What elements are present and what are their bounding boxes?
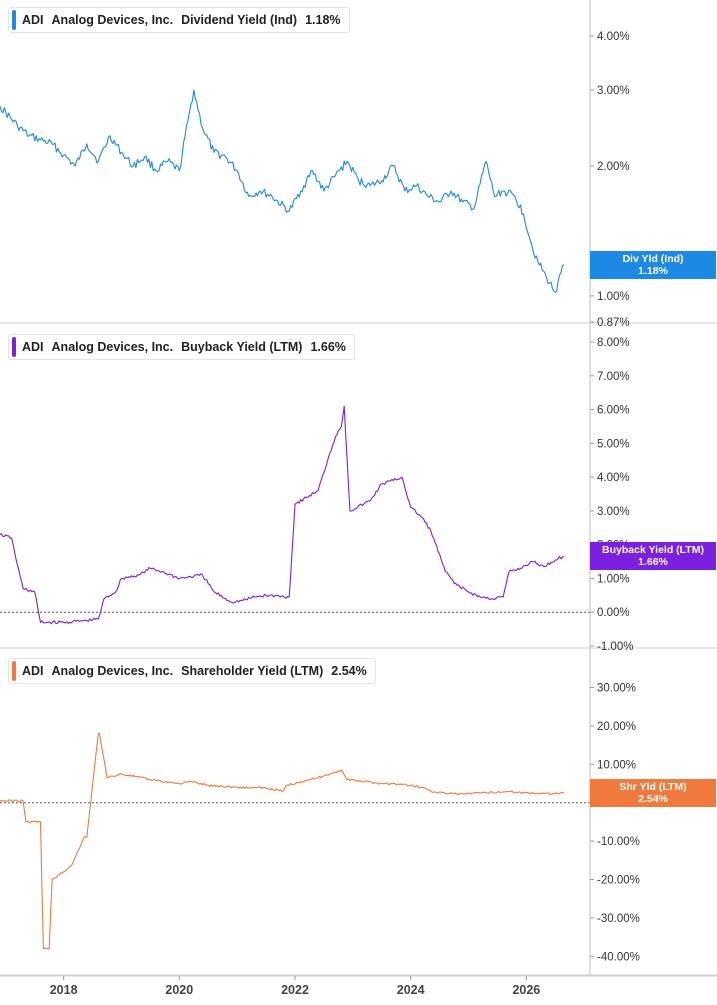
x-tick-label: 2024 [397,983,425,997]
axis-tag-label: Div Yld (Ind) [622,252,684,265]
y-tick-label: 3.00% [597,506,630,518]
legend-value: 1.18% [305,13,341,27]
y-tick-label: 1.00% [597,573,630,585]
buyback-legend-swatch [12,337,16,357]
legend-value: 1.66% [310,340,346,354]
legend-company: Analog Devices, Inc. [51,664,174,678]
legend-metric: Dividend Yield (Ind) [181,13,298,27]
legend-metric: Buyback Yield (LTM) [181,340,303,354]
x-tick-label: 2018 [50,983,78,997]
y-tick-label: 20.00% [597,721,636,733]
y-tick-label: 4.00% [597,472,630,484]
axis-tag-label: Buyback Yield (LTM) [602,544,704,557]
y-tick-label: 3.00% [597,85,630,97]
axis-tag-value: 1.18% [638,264,668,277]
buyback-legend: ADI Analog Devices, Inc. Buyback Yield (… [8,334,355,360]
buyback-series-line [0,405,565,625]
axis-tag-value: 1.66% [638,556,668,569]
y-tick-label: 0.00% [597,607,630,619]
dividend-series-line [0,89,565,293]
y-tick-label: -30.00% [597,913,640,925]
legend-metric: Shareholder Yield (LTM) [181,664,324,678]
y-tick-label: -20.00% [597,875,640,887]
y-tick-label: -40.00% [597,951,640,963]
dividend-legend: ADI Analog Devices, Inc. Dividend Yield … [8,7,350,33]
x-tick-label: 2026 [512,983,540,997]
y-tick-label: 2.00% [597,161,630,173]
buyback-axis-tag: Buyback Yield (LTM) 1.66% [590,542,716,571]
y-tick-label: 1.00% [597,291,630,303]
y-tick-label: 7.00% [597,371,630,383]
legend-ticker: ADI [22,664,44,678]
shareholder-axis-tag: Shr Yld (LTM) 2.54% [590,778,716,807]
y-tick-label: 5.00% [597,438,630,450]
y-tick-label: 10.00% [597,759,636,771]
y-tick-label: 8.00% [597,337,630,349]
y-tick-label: 30.00% [597,683,636,695]
axis-tag-label: Shr Yld (LTM) [619,780,687,793]
legend-company: Analog Devices, Inc. [51,340,174,354]
shareholder-legend: ADI Analog Devices, Inc. Shareholder Yie… [8,658,376,684]
axis-tag-value: 2.54% [638,792,668,805]
y-tick-label: 0.87% [597,317,630,329]
y-tick-label: 4.00% [597,31,630,43]
x-tick-label: 2020 [165,983,193,997]
y-tick-label: 6.00% [597,405,630,417]
legend-ticker: ADI [22,340,44,354]
legend-value: 2.54% [331,664,367,678]
x-tick-label: 2022 [281,983,309,997]
dividend-legend-swatch [12,10,16,30]
dividend-axis-tag: Div Yld (Ind) 1.18% [590,250,716,279]
legend-company: Analog Devices, Inc. [51,13,174,27]
y-tick-label: -10.00% [597,836,640,848]
shareholder-legend-swatch [12,661,16,681]
shareholder-series-line [0,732,565,950]
legend-ticker: ADI [22,13,44,27]
y-tick-label: -1.00% [597,641,633,653]
